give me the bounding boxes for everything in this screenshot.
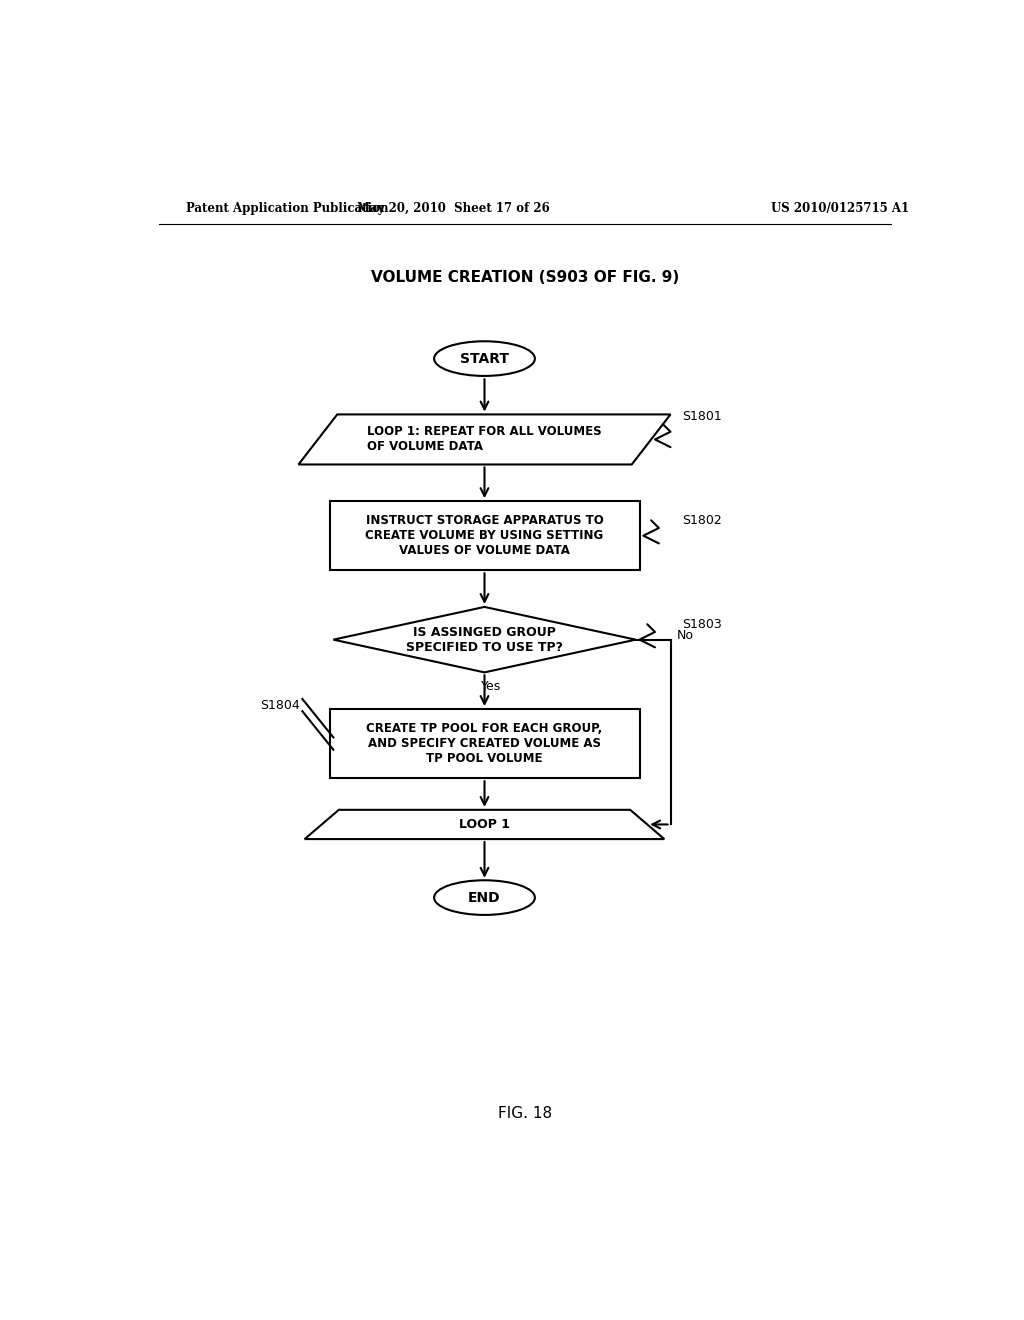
Text: Patent Application Publication: Patent Application Publication <box>186 202 389 215</box>
Text: No: No <box>677 630 693 643</box>
Text: FIG. 18: FIG. 18 <box>498 1106 552 1121</box>
Text: CREATE TP POOL FOR EACH GROUP,
AND SPECIFY CREATED VOLUME AS
TP POOL VOLUME: CREATE TP POOL FOR EACH GROUP, AND SPECI… <box>367 722 603 766</box>
Bar <box>330 502 640 570</box>
Text: START: START <box>460 351 509 366</box>
Text: LOOP 1: REPEAT FOR ALL VOLUMES
OF VOLUME DATA: LOOP 1: REPEAT FOR ALL VOLUMES OF VOLUME… <box>368 425 602 454</box>
Bar <box>330 709 640 779</box>
Text: S1803: S1803 <box>682 618 722 631</box>
Text: S1801: S1801 <box>682 409 722 422</box>
Text: S1804: S1804 <box>260 698 299 711</box>
Text: S1802: S1802 <box>682 513 722 527</box>
Text: END: END <box>468 891 501 904</box>
Text: US 2010/0125715 A1: US 2010/0125715 A1 <box>771 202 909 215</box>
Text: IS ASSINGED GROUP
SPECIFIED TO USE TP?: IS ASSINGED GROUP SPECIFIED TO USE TP? <box>406 626 563 653</box>
Text: Yes: Yes <box>480 680 501 693</box>
Text: May 20, 2010  Sheet 17 of 26: May 20, 2010 Sheet 17 of 26 <box>357 202 550 215</box>
Text: INSTRUCT STORAGE APPARATUS TO
CREATE VOLUME BY USING SETTING
VALUES OF VOLUME DA: INSTRUCT STORAGE APPARATUS TO CREATE VOL… <box>366 515 603 557</box>
Text: LOOP 1: LOOP 1 <box>459 818 510 832</box>
Text: VOLUME CREATION (S903 OF FIG. 9): VOLUME CREATION (S903 OF FIG. 9) <box>371 271 679 285</box>
